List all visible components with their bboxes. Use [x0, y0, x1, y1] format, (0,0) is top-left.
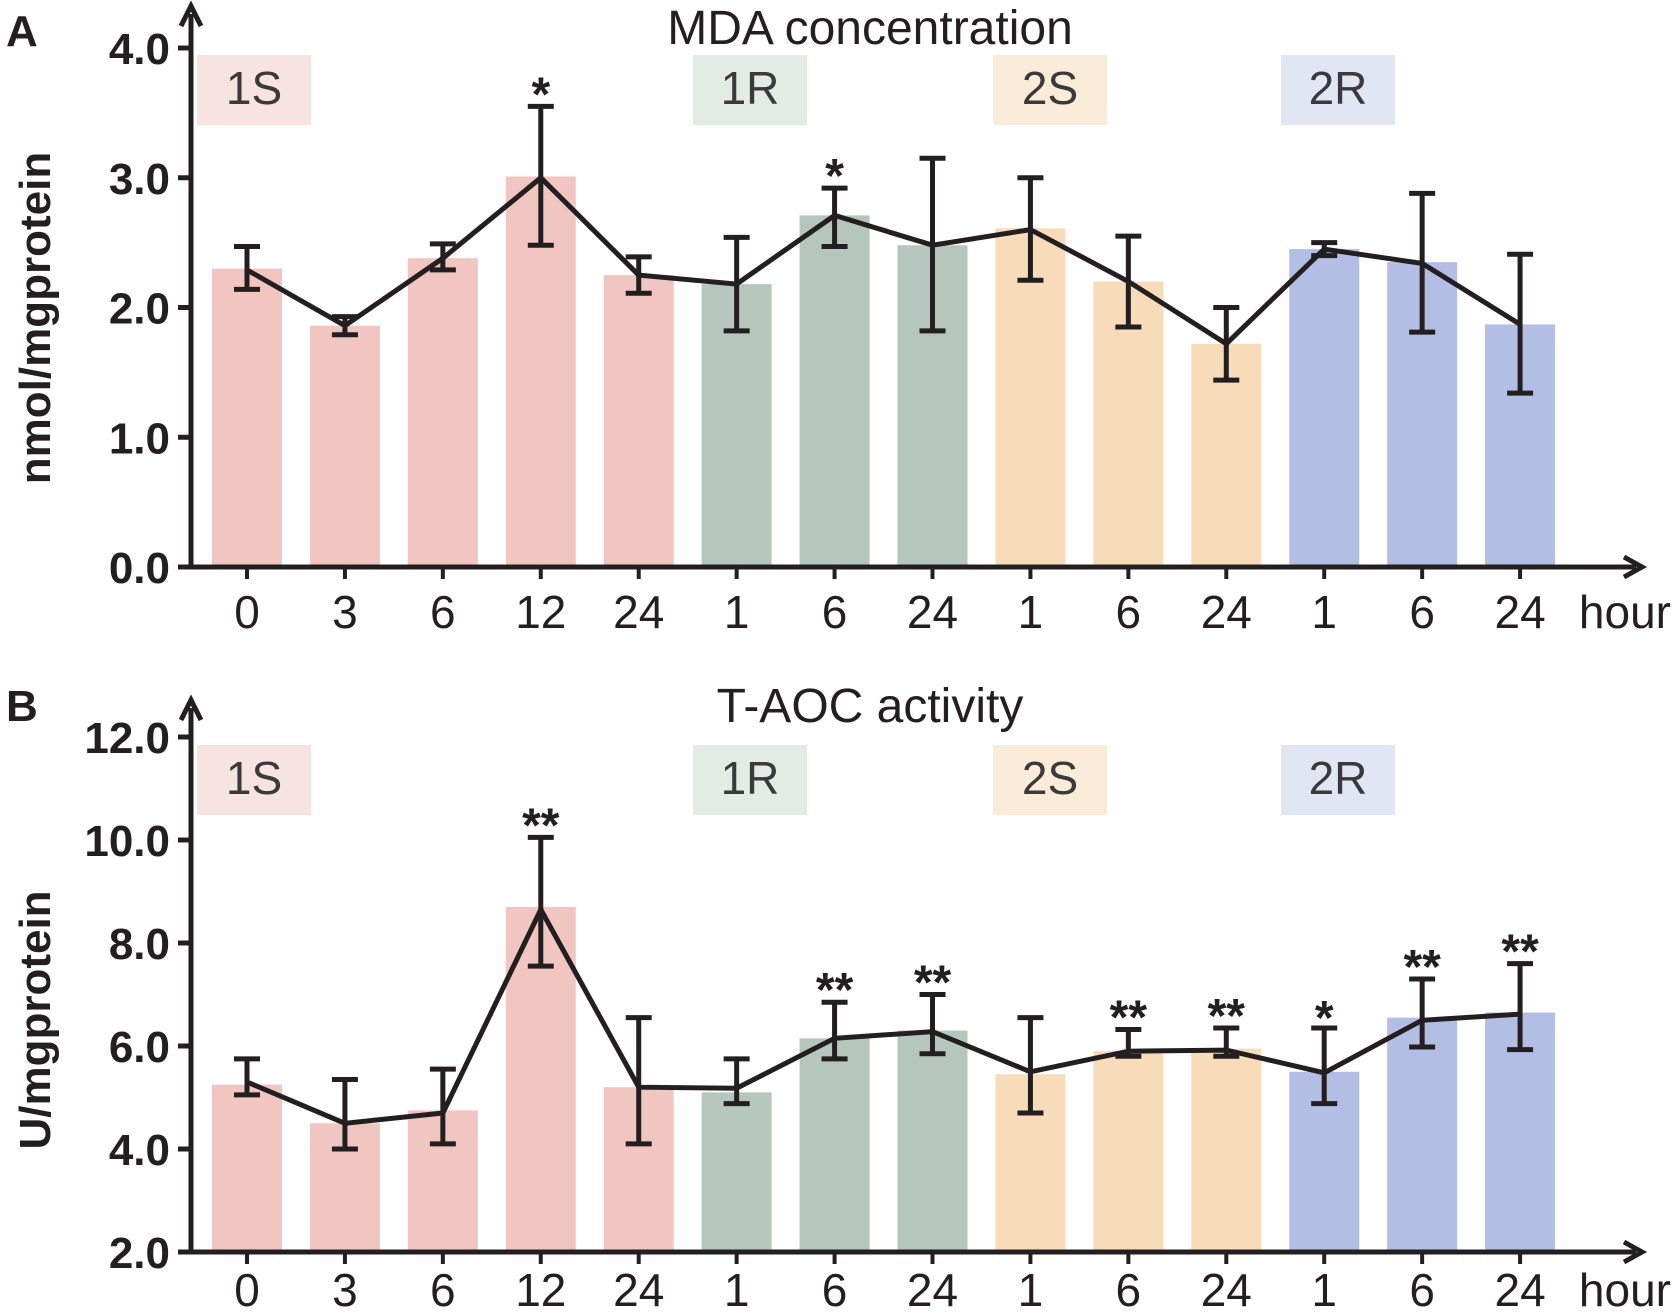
x-tick-label: 6: [822, 586, 848, 638]
bar: [1485, 1012, 1556, 1252]
x-tick-label: 3: [332, 1264, 358, 1313]
x-tick-label: 1: [1311, 586, 1337, 638]
x-tick-label: 24: [1201, 1264, 1252, 1313]
group-label: 1S: [226, 62, 282, 114]
y-tick-label: 1.0: [109, 414, 170, 463]
x-tick-label: 3: [332, 586, 358, 638]
bar: [1387, 1017, 1458, 1252]
group-label-bg: [693, 55, 807, 125]
y-tick-label: 0.0: [109, 544, 170, 593]
x-tick-label: 12: [515, 586, 566, 638]
x-tick-label: 1: [1311, 1264, 1337, 1313]
x-tick-label: 24: [907, 1264, 958, 1313]
bar: [407, 258, 478, 567]
bar: [1191, 1048, 1262, 1252]
y-axis-arrow: [178, 694, 204, 722]
group-label-bg: [693, 745, 807, 815]
group-label-bg: [197, 745, 311, 815]
group-label-bg: [1281, 745, 1395, 815]
series-line: [245, 174, 1522, 347]
group-label: 2S: [1022, 752, 1078, 804]
significance-mark: *: [825, 150, 844, 203]
group-label: 1S: [226, 752, 282, 804]
x-tick-label: 6: [822, 1264, 848, 1313]
x-tick-label: 6: [430, 586, 456, 638]
x-tick-label: 1: [724, 586, 750, 638]
y-axis-label: nmol/mgprotein: [11, 152, 60, 484]
x-tick-label: 24: [1494, 1264, 1545, 1313]
series-line: [246, 904, 1521, 1126]
bar: [603, 275, 674, 567]
x-axis-unit-label: hour: [1579, 1264, 1671, 1313]
y-axis-arrow: [178, 0, 204, 28]
bar: [212, 268, 282, 567]
bar: [1289, 249, 1360, 568]
group-label: 2R: [1309, 752, 1368, 804]
group-label-bg: [993, 745, 1107, 815]
y-tick-label: 6.0: [109, 1023, 170, 1072]
panel-letter: B: [6, 682, 38, 731]
chart-title: T-AOC activity: [717, 680, 1024, 733]
group-label: 2S: [1022, 62, 1078, 114]
x-tick-label: 1: [1018, 1264, 1044, 1313]
x-tick-label: 0: [234, 586, 260, 638]
x-axis-unit-label: hour: [1579, 586, 1671, 638]
group-label: 1R: [721, 62, 780, 114]
y-tick-label: 12.0: [84, 714, 170, 763]
y-tick-label: 10.0: [84, 817, 170, 866]
y-tick-label: 2.0: [109, 285, 170, 334]
bar: [799, 1038, 870, 1252]
x-axis-arrow: [1622, 1239, 1648, 1265]
y-tick-label: 4.0: [109, 1126, 170, 1175]
x-tick-label: 1: [724, 1264, 750, 1313]
bar: [799, 215, 870, 567]
x-tick-label: 24: [613, 586, 664, 638]
significance-mark: *: [531, 68, 550, 121]
group-label: 1R: [721, 752, 780, 804]
bar: [701, 1092, 772, 1252]
x-tick-label: 24: [613, 1264, 664, 1313]
significance-mark: *: [1315, 992, 1334, 1045]
significance-mark: **: [522, 799, 560, 852]
y-tick-label: 4.0: [109, 25, 170, 74]
x-tick-label: 1: [1018, 586, 1044, 638]
x-axis-arrow: [1622, 554, 1648, 580]
bar: [897, 1030, 968, 1252]
y-tick-label: 3.0: [109, 155, 170, 204]
x-tick-label: 12: [515, 1264, 566, 1313]
x-tick-label: 0: [234, 1264, 260, 1313]
group-label-bg: [993, 55, 1107, 125]
x-tick-label: 24: [907, 586, 958, 638]
bar: [1093, 1051, 1164, 1252]
significance-mark: **: [1110, 992, 1148, 1045]
x-tick-label: 6: [1409, 1264, 1435, 1313]
x-tick-label: 6: [1116, 1264, 1142, 1313]
y-tick-label: 2.0: [109, 1229, 170, 1278]
significance-mark: **: [914, 957, 952, 1010]
bar: [309, 325, 380, 567]
x-tick-label: 6: [1116, 586, 1142, 638]
x-tick-label: 24: [1494, 586, 1545, 638]
bar: [995, 228, 1066, 568]
significance-mark: **: [1403, 941, 1441, 994]
y-tick-label: 8.0: [109, 920, 170, 969]
x-tick-label: 6: [430, 1264, 456, 1313]
significance-mark: **: [816, 964, 854, 1017]
y-axis-label: U/mgprotein: [11, 890, 60, 1149]
chart-title: MDA concentration: [667, 2, 1073, 55]
group-label-bg: [1281, 55, 1395, 125]
significance-mark: **: [1208, 990, 1246, 1043]
group-label: 2R: [1309, 62, 1368, 114]
bar: [212, 1084, 282, 1252]
x-tick-label: 24: [1201, 586, 1252, 638]
panel-a: A MDA concentration 1S 1R 2S 2R * * 0.0 1.0 2.0 3.0…: [6, 0, 1671, 638]
x-tick-label: 6: [1409, 586, 1435, 638]
group-label-bg: [197, 55, 311, 125]
panel-letter: A: [6, 7, 38, 56]
significance-mark: **: [1501, 926, 1539, 979]
